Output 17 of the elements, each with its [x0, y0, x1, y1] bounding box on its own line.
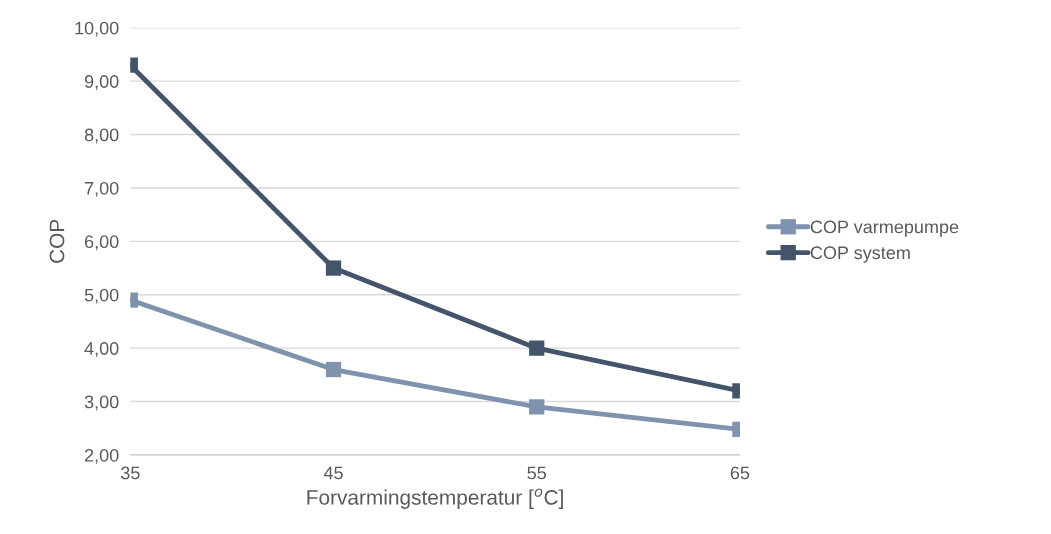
x-tick-label: 65 [730, 466, 750, 480]
y-axis-title: COP [49, 219, 65, 263]
y-tick-label: 3,00 [84, 395, 119, 411]
x-axis-title: Forvarmingstemperatur [$^{o}$C] [307, 488, 563, 509]
x-tick-label: 35 [120, 466, 140, 480]
y-tick-label: 8,00 [84, 128, 119, 144]
x-tick-label: 45 [323, 466, 343, 480]
y-tick-label: 4,00 [84, 342, 119, 358]
x-tick-label: 55 [527, 466, 546, 480]
legend-label: COP varmepumpe [810, 220, 959, 237]
y-tick-label: 10,00 [75, 21, 119, 37]
y-tick-label: 6,00 [84, 235, 119, 251]
legend-label: COP system [810, 246, 910, 263]
y-tick-label: 9,00 [84, 75, 119, 91]
y-tick-label: 2,00 [84, 448, 119, 464]
y-tick-label: 5,00 [84, 288, 119, 304]
y-tick-label: 7,00 [85, 181, 119, 197]
